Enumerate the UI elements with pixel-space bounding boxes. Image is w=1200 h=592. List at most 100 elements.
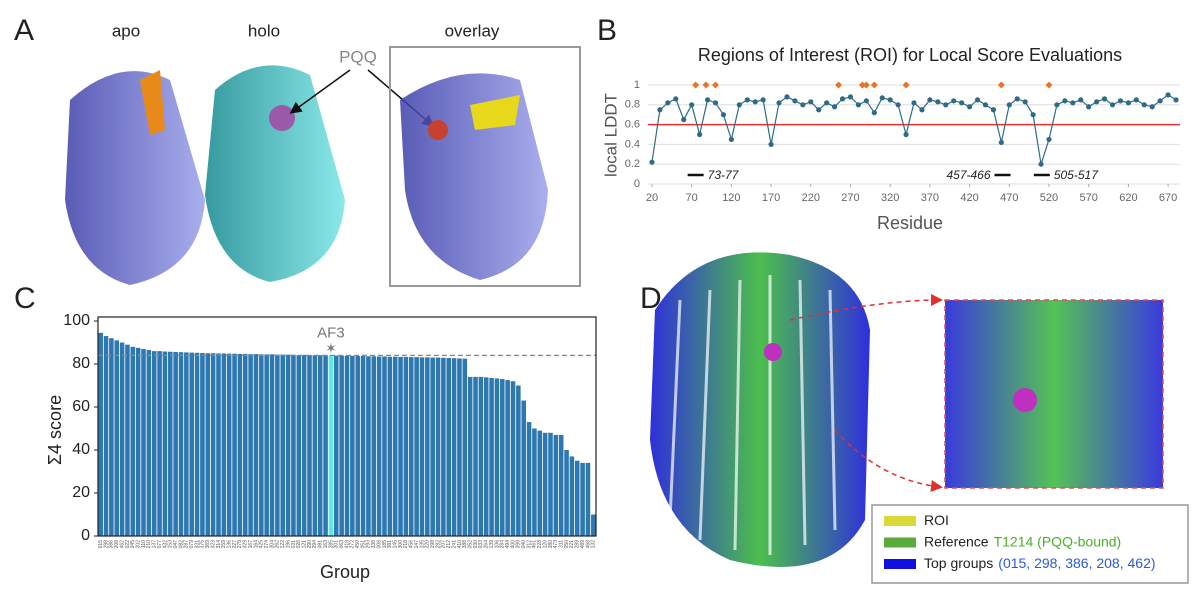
bar <box>494 378 500 536</box>
bar <box>446 357 452 536</box>
legend-entry: Top groups (015, 298, 386, 208, 462) <box>924 555 1156 571</box>
bar <box>285 354 291 536</box>
zoom-connector <box>789 294 943 321</box>
x-tick-label: 052 <box>467 540 473 549</box>
data-point <box>689 102 695 108</box>
y-tick-label: 0.6 <box>625 119 640 131</box>
roi-label: 457-466 <box>946 168 990 182</box>
data-point <box>895 102 901 108</box>
x-tick-label: 210 <box>146 540 152 549</box>
x-tick-label: 620 <box>1119 192 1137 204</box>
bar <box>194 352 200 536</box>
x-tick-label: 432 <box>162 540 168 549</box>
roi-marker <box>835 81 843 89</box>
x-tick-label: 018 <box>403 540 409 549</box>
data-point <box>728 136 734 143</box>
bar <box>280 354 286 536</box>
x-tick-label: 136 <box>227 540 233 549</box>
bar <box>398 356 403 536</box>
x-tick-label: 399 <box>516 540 522 549</box>
bar <box>371 356 377 536</box>
x-tick-label: 120 <box>722 192 740 204</box>
legend-swatch <box>884 516 916 526</box>
roi-marker <box>997 81 1005 89</box>
data-point <box>982 102 989 108</box>
data-point <box>1070 100 1076 106</box>
zoom-connector <box>834 429 943 492</box>
data-point <box>974 97 981 103</box>
x-tick-label: 077 <box>157 540 163 549</box>
x-tick-label: 139 <box>489 540 495 549</box>
x-tick-label: 420 <box>960 192 978 204</box>
arrow <box>289 69 351 114</box>
x-tick-label: 063 <box>339 540 345 549</box>
bar <box>232 353 237 536</box>
x-tick-label: 051 <box>360 540 366 549</box>
x-tick-label: 121 <box>301 540 307 549</box>
bar <box>328 355 334 536</box>
y-axis-label: Σ4 score <box>45 395 65 465</box>
x-tick-label: 026 <box>296 540 302 549</box>
protein-apo <box>65 71 205 285</box>
bar <box>403 356 409 536</box>
bar <box>574 460 580 536</box>
data-point <box>871 110 877 116</box>
x-tick-label: 153 <box>168 540 174 549</box>
x-tick-label: 241 <box>451 540 457 549</box>
label-apo: apo <box>112 21 140 40</box>
bar <box>178 352 184 536</box>
roi-marker <box>1045 81 1053 89</box>
data-point <box>673 96 679 102</box>
bar <box>441 357 446 536</box>
bar <box>264 354 269 536</box>
x-tick-label: 284 <box>500 540 506 549</box>
x-tick-label: 202 <box>135 540 141 549</box>
data-point <box>1157 98 1163 104</box>
bar <box>103 336 109 536</box>
x-tick-label: 494 <box>505 540 511 549</box>
data-point <box>800 102 806 108</box>
panel-letter: A <box>14 14 34 47</box>
data-point <box>1173 97 1179 103</box>
bar <box>392 356 398 536</box>
bar <box>323 355 328 536</box>
y-tick-label: 0 <box>634 178 640 190</box>
x-tick-label: 380 <box>548 540 554 549</box>
label-overlay: overlay <box>445 21 500 40</box>
bar <box>114 340 120 536</box>
data-point <box>792 98 798 104</box>
annotation: AF3 <box>317 324 345 341</box>
panel-b: B Regions of Interest (ROI) for Local Sc… <box>597 14 1180 233</box>
x-tick-label: 323 <box>210 540 216 549</box>
roi-label: 73-77 <box>708 168 740 182</box>
legend-name: ROI <box>924 512 949 528</box>
data-point <box>1109 102 1116 108</box>
data-point <box>1133 97 1139 103</box>
x-tick-label: 227 <box>232 540 238 549</box>
x-tick-label: 110 <box>141 540 147 548</box>
bar <box>414 357 419 536</box>
data-point <box>927 97 933 103</box>
bar <box>141 348 146 536</box>
x-tick-label: 670 <box>1159 192 1177 204</box>
data-point <box>1006 102 1012 108</box>
label-holo: holo <box>248 21 280 40</box>
x-tick-label: 370 <box>921 192 939 204</box>
x-tick-label: 262 <box>275 540 281 549</box>
bar <box>205 353 211 536</box>
x-tick-label: 473 <box>553 540 559 549</box>
data-point <box>736 102 742 108</box>
bar <box>146 350 152 536</box>
data-point <box>824 100 830 106</box>
legend-detail: (015, 298, 386, 208, 462) <box>998 555 1155 571</box>
x-axis-label: Group <box>320 562 370 582</box>
bar <box>558 434 564 536</box>
data-point <box>760 97 766 103</box>
roi-marker <box>692 81 700 89</box>
x-tick-label: 221 <box>569 540 575 549</box>
data-point <box>1014 96 1020 102</box>
bar <box>151 351 157 536</box>
chart-title: Regions of Interest (ROI) for Local Scor… <box>698 45 1122 65</box>
y-tick-label: 0.4 <box>625 138 640 150</box>
